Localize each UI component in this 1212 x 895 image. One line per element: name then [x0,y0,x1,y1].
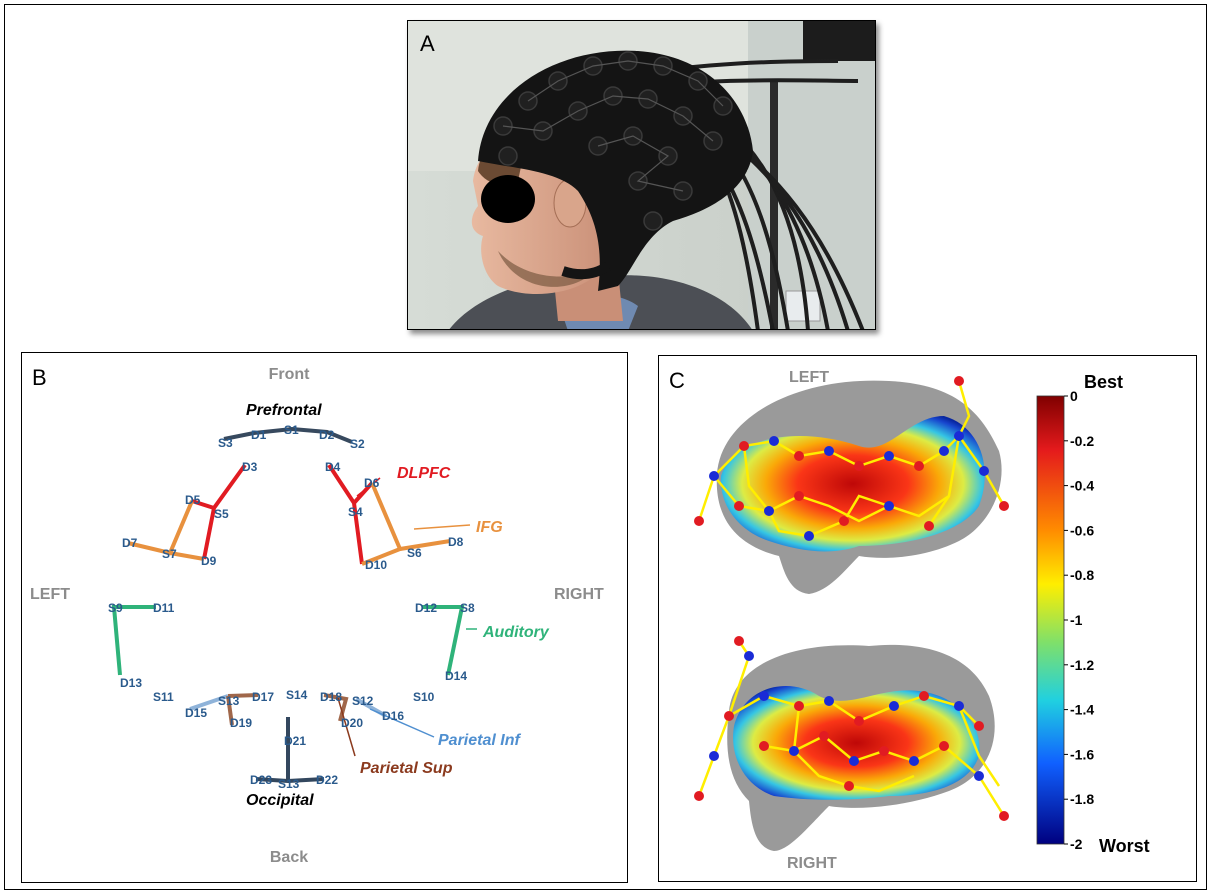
colorbar-tick-label: -0.6 [1070,522,1094,538]
ifg-left-connections [127,500,194,556]
channel-label: S10 [413,690,435,704]
panel-c-letter: C [669,368,685,393]
channel-label: D4 [325,460,341,474]
channel-label: S4 [348,505,363,519]
optode-markers-right [694,636,1009,821]
colorbar [1036,395,1065,845]
channel-label: D7 [122,536,138,550]
channel-label: S12 [352,694,374,708]
channel-label: S7 [162,547,177,561]
channel-label: S8 [460,601,475,615]
region-parietal-inf: Parietal Inf [438,732,521,749]
region-occipital: Occipital [246,792,314,809]
channel-label: D21 [284,734,306,748]
colorbar-tick-label: -1.2 [1070,657,1094,673]
occipital-connections-a [255,717,290,784]
direction-back: Back [270,849,308,866]
direction-front: Front [269,366,311,383]
channel-label: S14 [286,688,308,702]
channel-label: S13 [218,694,240,708]
channel-label: S9 [108,601,123,615]
direction-left: LEFT [30,586,70,603]
prefrontal-connections [223,426,353,444]
colorbar-tick-label: -1.4 [1070,702,1094,718]
parietal-inf-pointer [369,708,435,738]
panel-a-letter: A [420,31,435,56]
channel-label: D17 [252,690,274,704]
channel-label: S13 [278,777,300,791]
colorbar-best-label: Best [1084,372,1123,392]
occipital-connections-b [287,777,325,783]
panel-c-brain-maps: LEFT RIGHT 0 -0.2 -0.4 -0.6 -0.8 -1 -1.2 -1.4 -1… [658,355,1197,882]
colorbar-tick-label: -1.6 [1070,746,1094,762]
channel-label: D23 [250,773,272,787]
parietal-inf-left [189,694,229,711]
view-label-right: RIGHT [787,855,837,872]
channel-label: S2 [350,437,365,451]
channel-label: D16 [382,709,404,723]
colorbar-tick-label: 0 [1070,388,1078,404]
parietal-sup-pointer [337,697,356,757]
colorbar-tick-label: -1 [1070,612,1083,628]
channel-label: D15 [185,706,207,720]
colorbar-tick-label: -0.4 [1070,478,1094,494]
panel-b-letter: B [32,365,47,390]
dlpfc-pointer [356,477,381,497]
panel-a-photo: A [407,20,876,330]
region-parietal-sup: Parietal Sup [360,760,453,777]
channel-label: D9 [201,554,217,568]
region-prefrontal: Prefrontal [246,402,322,419]
channel-label: D3 [242,460,258,474]
ifg-right-connections [361,482,403,566]
colorbar-tick-label: -0.8 [1070,567,1094,583]
direction-right: RIGHT [554,586,604,603]
auditory-left-connections [111,605,156,676]
channel-label: D19 [230,716,252,730]
channel-label: D14 [445,669,467,683]
view-label-left: LEFT [789,369,829,386]
channel-label: D2 [319,428,335,442]
channel-label: D8 [448,535,464,549]
parietal-sup-left-b [226,695,234,726]
colorbar-tick-label: -1.8 [1070,791,1094,807]
channel-label: D12 [415,601,437,615]
colorbar-tick-label: -0.2 [1070,433,1094,449]
brain-map-figure: LEFT RIGHT 0 -0.2 -0.4 -0.6 -0.8 -1 -1.2 -1.4 -1… [694,369,1150,872]
ifg-left-s7-d9 [169,551,205,561]
channel-label: D6 [364,476,380,490]
channel-label: D22 [316,773,338,787]
channel-label: D1 [251,428,267,442]
region-dlpfc: DLPFC [397,465,451,482]
parietal-sup-left-a [227,693,259,698]
region-auditory: Auditory [482,624,550,641]
brain-left-view [694,376,1009,594]
channel-label: S11 [153,690,174,704]
figure-frame [4,4,1207,890]
brain-right-view [694,636,1009,851]
channel-label: D10 [365,558,387,572]
ifg-pointer [413,524,471,530]
channel-label: S6 [407,546,422,560]
channel-label: S3 [218,436,233,450]
channel-label: D13 [120,676,142,690]
dlpfc-left-d5 [191,499,215,510]
channel-label: D5 [185,493,201,507]
colorbar-tick-label: -2 [1070,836,1083,852]
channel-label: D18 [320,690,342,704]
fnirs-cap-photo [408,21,875,329]
channel-label: S5 [214,507,229,521]
auditory-right-connections [422,605,465,676]
region-ifg: IFG [476,519,503,536]
channel-label: S1 [284,423,299,437]
colorbar-worst-label: Worst [1099,836,1150,856]
optode-markers-left [694,376,1009,541]
panel-b-channel-layout: Front Back LEFT RIGHT Prefrontal DLPFC I… [21,352,628,883]
channel-label: D11 [153,601,175,615]
ifg-right-s6-d8 [399,539,451,551]
channel-layout-diagram: Front Back LEFT RIGHT Prefrontal DLPFC I… [30,366,604,866]
channel-label: D20 [341,716,363,730]
